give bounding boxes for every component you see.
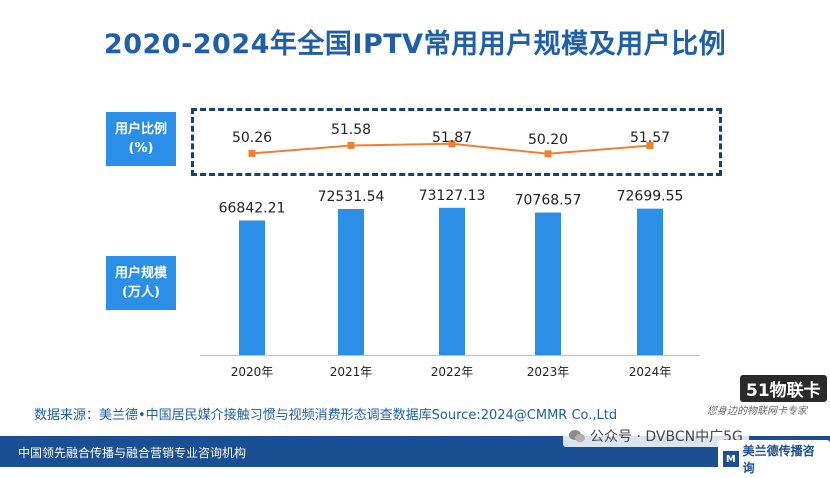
bar-1: [338, 209, 364, 355]
ratio-label-line2: (%): [128, 141, 154, 156]
ratio-point-3: [544, 150, 552, 158]
x-tick-label-1: 2021年: [330, 365, 373, 379]
ratio-value-label-3: 50.20: [528, 132, 568, 148]
bar-0: [239, 220, 265, 355]
ratio-value-label-0: 50.26: [232, 130, 272, 146]
bar-2: [439, 207, 465, 355]
x-tick-label-4: 2024年: [629, 365, 672, 379]
bar-value-label-0: 66842.21: [219, 200, 286, 216]
ratio-label-line1: 用户比例: [114, 122, 167, 137]
bar-value-label-3: 70768.57: [515, 193, 582, 209]
x-tick-label-2: 2022年: [431, 365, 474, 379]
scale-label-box: 用户规模 (万人): [106, 256, 176, 310]
bar-value-label-4: 72699.55: [617, 189, 684, 205]
bar-4: [637, 208, 663, 355]
ratio-point-0: [248, 149, 256, 157]
ratio-value-label-1: 51.58: [331, 122, 371, 138]
bar-value-label-2: 73127.13: [419, 188, 486, 204]
x-tick-label-0: 2020年: [231, 365, 274, 379]
wechat-watermark-text: 公众号 · DVBCN中广5G: [590, 429, 743, 445]
chart-title: 2020-2024年全国IPTV常用用户规模及用户比例: [103, 29, 727, 60]
scale-label-line2: (万人): [122, 285, 160, 300]
scale-label-line1: 用户规模: [114, 266, 167, 281]
ratio-point-2: [448, 140, 456, 148]
brand-name: 美兰德传播咨询: [742, 444, 815, 475]
ratio-point-1: [347, 142, 355, 150]
bar-3: [535, 212, 561, 355]
wechat-watermark: 公众号 · DVBCN中广5G: [563, 425, 749, 447]
source-note: 数据来源：美兰德•中国居民媒介接触习惯与视频消费形态调查数据库Source:20…: [34, 408, 618, 423]
watermark-site-logo: 51物联卡: [740, 375, 827, 402]
ratio-value-label-2: 51.87: [432, 130, 472, 146]
bar-value-label-1: 72531.54: [318, 189, 385, 205]
ratio-dashed-frame: [191, 108, 722, 176]
ratio-point-4: [646, 142, 654, 150]
ratio-value-label-4: 51.57: [630, 130, 670, 146]
brand-mark-icon: M: [723, 451, 739, 467]
chart-canvas: 66842.21 2020年 72531.54 2021年 73127.13 2022年 7…: [200, 122, 700, 379]
wechat-icon: [569, 430, 585, 443]
footer-text: 中国领先融合传播与融合营销专业咨询机构: [18, 446, 247, 460]
x-tick-label-3: 2023年: [527, 365, 570, 379]
brand-logo: M 美兰德传播咨询: [718, 440, 830, 478]
ratio-label-box: 用户比例 (%): [106, 112, 176, 166]
watermark-slogan: 您身边的物联网卡专家: [707, 406, 807, 417]
